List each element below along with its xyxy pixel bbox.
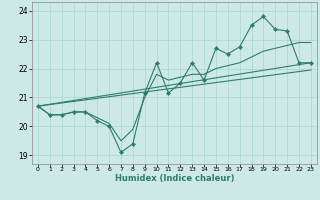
X-axis label: Humidex (Indice chaleur): Humidex (Indice chaleur) [115, 174, 234, 183]
